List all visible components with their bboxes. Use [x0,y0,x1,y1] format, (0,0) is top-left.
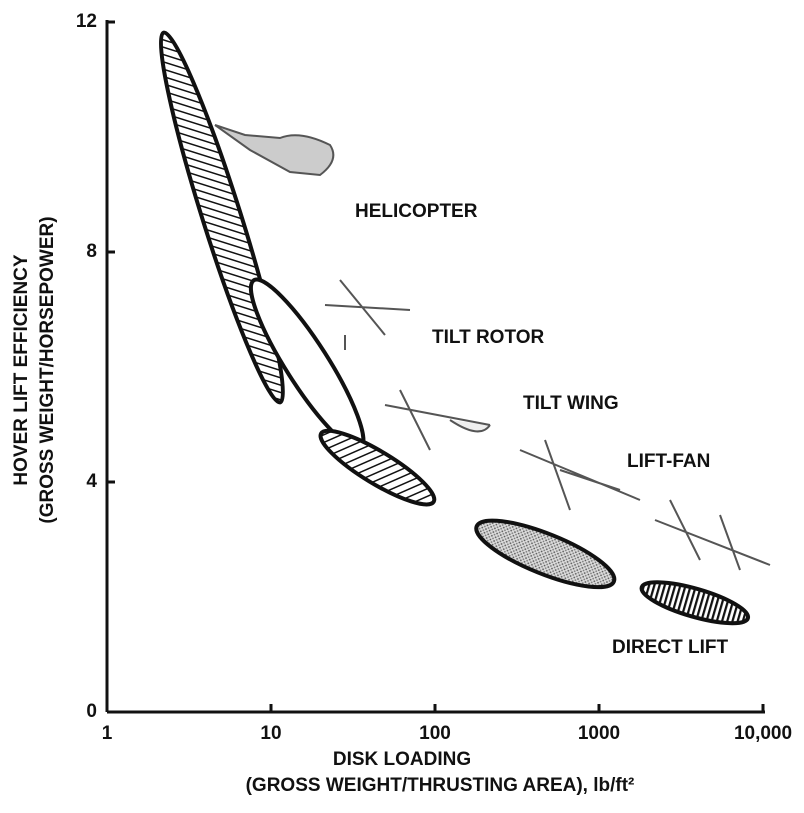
x-tick-label: 10 [260,723,281,744]
y-tick-label: 0 [86,701,97,722]
x-tick-label: 10,000 [734,723,792,744]
x-tick-label: 100 [419,723,451,744]
y-tick-label: 12 [76,11,97,32]
x-tick-label: 1 [102,723,113,744]
x-tick-label: 1000 [578,723,620,744]
x-axis-subtitle: (GROSS WEIGHT/THRUSTING AREA), lb/ft² [246,775,635,796]
region-label: HELICOPTER [355,201,478,222]
region-label: DIRECT LIFT [612,637,728,658]
y-tick-label: 8 [86,241,97,262]
region [318,428,437,507]
y-tick-label: 4 [86,471,97,492]
region [639,580,751,626]
x-axis-title: DISK LOADING [333,749,471,770]
region-label: LIFT-FAN [627,451,710,472]
y-axis-title: HOVER LIFT EFFICIENCY [11,254,32,486]
region-label: TILT ROTOR [432,327,545,348]
region-label: TILT WING [523,393,619,414]
aircraft-icons [214,124,771,571]
region [474,518,617,590]
region [158,30,285,405]
y-axis-subtitle: (GROSS WEIGHT/HORSEPOWER) [37,216,58,523]
